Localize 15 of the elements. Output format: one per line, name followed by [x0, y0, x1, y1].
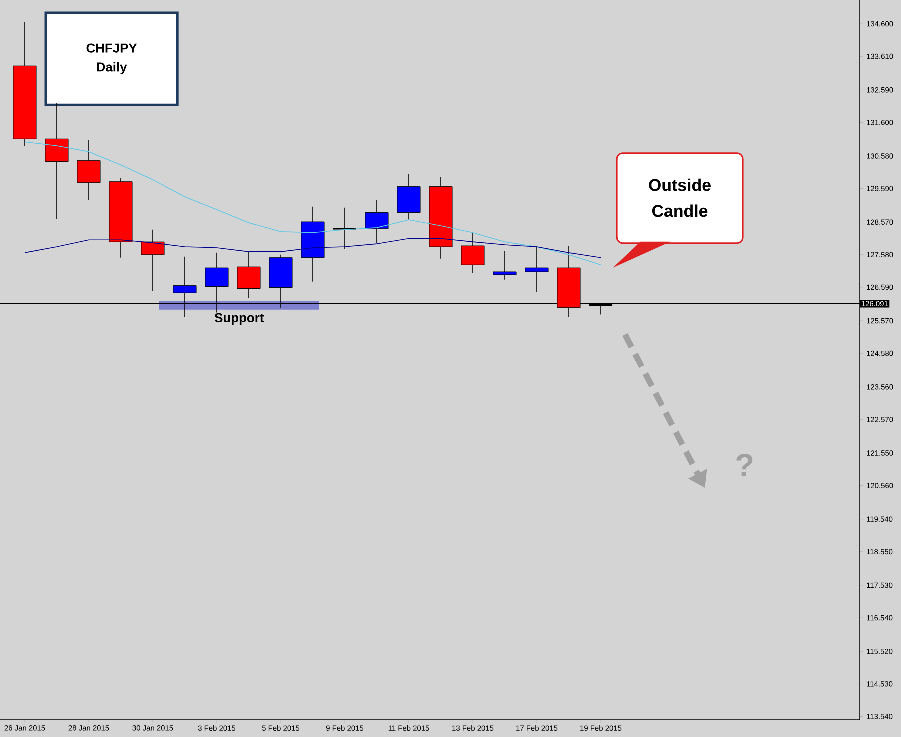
text: ? [736, 454, 753, 476]
candlestick [332, 207, 358, 250]
candlestick [237, 252, 261, 298]
candlestick [493, 250, 517, 280]
line-series [24, 238, 602, 258]
candlestick [365, 200, 389, 244]
band-label: Support [214, 313, 264, 326]
text: Outside Candle [649, 178, 711, 218]
candlestick [461, 232, 485, 274]
candlestick [525, 246, 549, 292]
candlestick [141, 230, 165, 292]
text: Daily [97, 62, 128, 74]
text: CHFJPY [86, 44, 138, 53]
candlestick [45, 102, 69, 220]
candlestick [77, 140, 101, 200]
